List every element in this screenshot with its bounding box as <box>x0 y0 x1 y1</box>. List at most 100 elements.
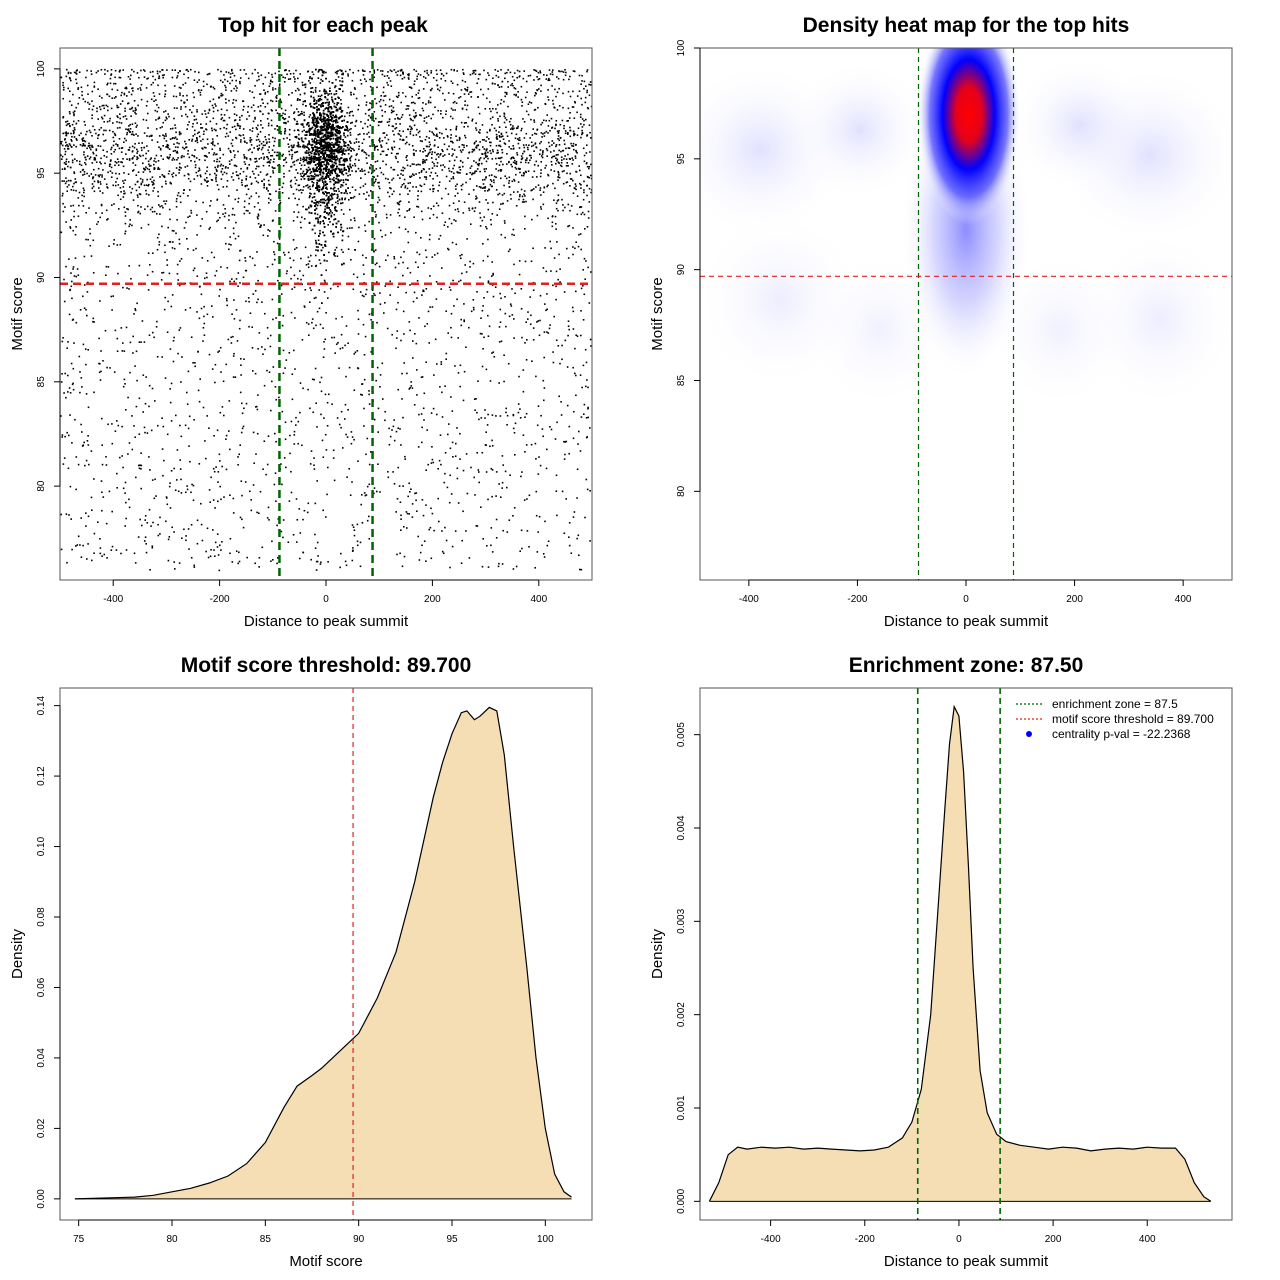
scatter-point <box>576 497 578 499</box>
scatter-point <box>61 194 64 197</box>
scatter-point <box>387 84 389 86</box>
scatter-point <box>341 73 343 76</box>
scatter-point <box>536 214 539 217</box>
scatter-point <box>266 327 269 329</box>
scatter-point <box>124 230 127 233</box>
scatter-point <box>235 85 237 87</box>
scatter-point <box>169 348 172 350</box>
scatter-point <box>576 111 578 114</box>
scatter-point <box>92 185 95 188</box>
scatter-point <box>374 249 377 251</box>
scatter-point <box>446 486 449 489</box>
scatter-point <box>576 468 579 471</box>
scatter-point <box>508 120 511 123</box>
scatter-point <box>470 165 473 167</box>
scatter-point <box>467 157 469 159</box>
scatter-point <box>122 116 125 118</box>
scatter-point <box>363 378 366 381</box>
scatter-point <box>222 186 225 188</box>
scatter-point <box>219 485 221 488</box>
scatter-point <box>403 526 405 528</box>
scatter-point <box>62 84 64 87</box>
scatter-point <box>365 453 367 456</box>
scatter-point <box>555 228 557 230</box>
scatter-point <box>265 473 267 476</box>
scatter-point <box>444 221 447 223</box>
scatter-point <box>455 220 457 222</box>
scatter-point <box>319 381 321 384</box>
scatter-point <box>183 189 185 191</box>
scatter-point <box>472 306 475 309</box>
scatter-point <box>522 369 525 371</box>
scatter-point <box>263 178 265 181</box>
scatter-point <box>194 140 197 142</box>
scatter-point <box>191 138 194 141</box>
scatter-point <box>264 106 267 108</box>
scatter-point <box>340 145 343 148</box>
scatter-point <box>151 270 154 273</box>
scatter-point <box>172 157 174 159</box>
scatter-point <box>148 194 150 196</box>
scatter-point <box>568 224 571 227</box>
scatter-point <box>378 221 380 224</box>
scatter-point <box>455 188 457 190</box>
scatter-point <box>425 469 427 471</box>
scatter-point <box>401 139 404 141</box>
scatter-point <box>246 118 248 120</box>
scatter-point <box>145 157 147 160</box>
scatter-point <box>300 110 303 113</box>
scatter-point <box>423 392 426 395</box>
scatter-point <box>400 339 402 342</box>
scatter-point <box>500 86 503 88</box>
scatter-point <box>314 89 317 91</box>
scatter-point <box>99 300 101 302</box>
scatter-point <box>314 121 316 124</box>
scatter-point <box>431 161 434 163</box>
scatter-point <box>396 74 399 76</box>
scatter-point <box>283 118 285 121</box>
scatter-point <box>78 160 81 163</box>
scatter-point <box>144 515 147 517</box>
scatter-point <box>346 476 348 478</box>
scatter-point <box>239 116 241 119</box>
scatter-point <box>373 176 375 178</box>
scatter-point <box>498 562 500 565</box>
scatter-point <box>63 180 65 182</box>
scatter-point <box>505 411 507 414</box>
scatter-point <box>373 487 376 489</box>
scatter-point <box>98 128 101 131</box>
scatter-point <box>206 177 208 179</box>
scatter-point <box>290 179 293 182</box>
scatter-point <box>118 173 121 175</box>
scatter-point <box>561 344 563 347</box>
scatter-point <box>316 426 318 428</box>
scatter-point <box>342 72 344 75</box>
scatter-point <box>309 77 311 80</box>
scatter-point <box>310 157 313 160</box>
scatter-point <box>365 198 367 200</box>
scatter-point <box>182 146 184 149</box>
scatter-point <box>158 146 160 148</box>
scatter-point <box>177 157 179 159</box>
scatter-point <box>297 114 300 117</box>
scatter-point <box>250 195 253 198</box>
scatter-point <box>73 71 76 74</box>
scatter-point <box>147 77 149 80</box>
scatter-point <box>471 151 474 153</box>
scatter-point <box>485 431 487 433</box>
scatter-point <box>315 87 317 89</box>
scatter-point <box>101 491 103 494</box>
scatter-point <box>323 183 325 185</box>
scatter-point <box>165 183 167 185</box>
scatter-point <box>249 490 251 493</box>
scatter-point <box>351 79 354 82</box>
scatter-point <box>499 140 501 142</box>
scatter-point <box>309 188 312 190</box>
scatter-point <box>567 153 569 156</box>
scatter-point <box>264 312 266 315</box>
scatter-point <box>557 199 560 201</box>
scatter-point <box>555 154 558 156</box>
scatter-point <box>497 565 500 568</box>
scatter-point <box>92 177 94 180</box>
scatter-point <box>575 188 577 191</box>
